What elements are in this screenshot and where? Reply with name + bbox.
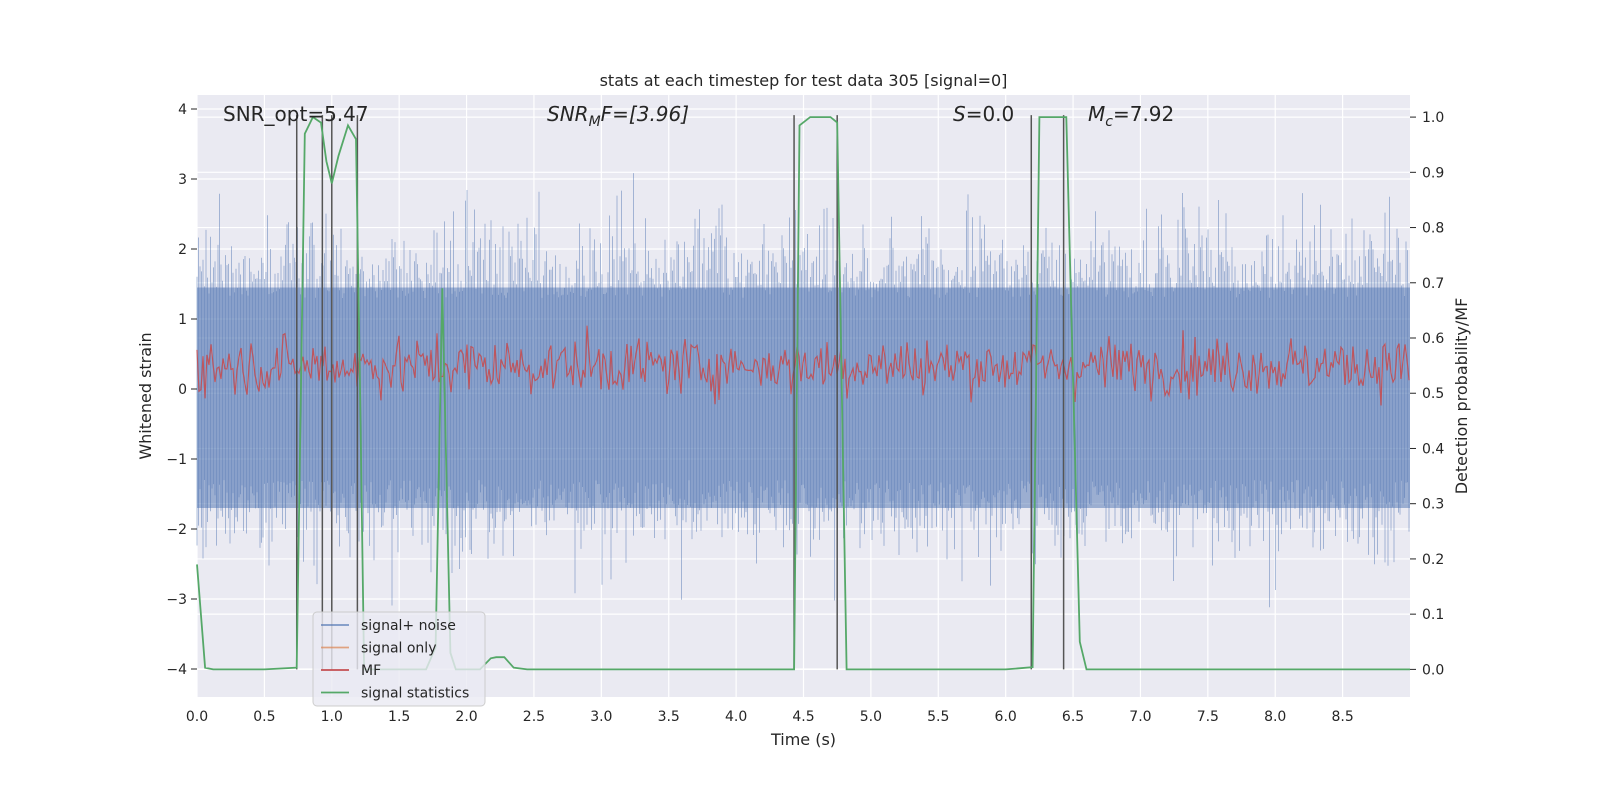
x-tick-label: 8.5: [1331, 709, 1353, 725]
y-right-tick-label: 0.1: [1422, 607, 1444, 623]
annotation-s-rest: =0.0: [966, 102, 1015, 126]
x-tick-label: 4.0: [725, 709, 747, 725]
x-tick-label: 8.0: [1264, 709, 1286, 725]
y-right-tick-label: 0.7: [1422, 276, 1444, 292]
x-tick-label: 1.5: [388, 709, 410, 725]
x-tick-label: 2.0: [455, 709, 477, 725]
axis-ticks: 0.0 0.5 1.0 1.5 2.0 2.5 3.0 3.5 4.0 4.5 5.0 5.5 6.0 6…: [166, 102, 1444, 725]
annotation-s: S=0.0: [953, 102, 1014, 126]
annotation-snr-mf-rest: F=[3.96]: [601, 102, 689, 126]
signal-statistics-path: [196, 115, 1410, 671]
y-right-tick-label: 0.2: [1422, 552, 1444, 568]
annotation-snr-mf-sub: M: [589, 114, 601, 130]
signal-statistics-series: [196, 115, 1410, 671]
y-right-tick-label: 0.5: [1422, 386, 1444, 402]
legend: signal+ noise signal only MF signal stat…: [312, 611, 486, 707]
y-tick-label: 2: [178, 242, 187, 258]
y-tick-label: 1: [178, 312, 187, 328]
y-tick-label: −4: [166, 662, 187, 678]
annotation-mc-rest: =7.92: [1113, 102, 1174, 126]
x-tick-label: 0.5: [253, 709, 275, 725]
x-tick-label: 0.0: [186, 709, 208, 725]
x-tick-label: 6.5: [1062, 709, 1084, 725]
y-axis-right-label: Detection probability/MF: [1452, 298, 1471, 495]
x-tick-label: 7.5: [1197, 709, 1219, 725]
y-tick-label: 0: [178, 382, 187, 398]
noise-core-band: [197, 287, 1410, 508]
annotation-snr-mf: SNRMF=[3.96]: [547, 102, 689, 130]
y-right-tick-label: 0.8: [1422, 221, 1444, 237]
chart-title: stats at each timestep for test data 305…: [600, 71, 1008, 90]
y-tick-label: −3: [166, 592, 187, 608]
y-tick-label: −1: [166, 452, 187, 468]
y-axis-label: Whitened strain: [136, 332, 155, 459]
y-right-tick-label: 0.9: [1422, 165, 1444, 181]
x-tick-label: 7.0: [1129, 709, 1151, 725]
y-right-tick-label: 0.6: [1422, 331, 1444, 347]
annotation-mc: Mc=7.92: [1088, 102, 1174, 130]
mf-series: [196, 325, 1410, 406]
vertical-markers: [295, 115, 1065, 670]
legend-box: [312, 611, 486, 707]
annotation-mc-var: M: [1088, 102, 1105, 126]
x-tick-label: 6.0: [995, 709, 1017, 725]
x-tick-label: 4.5: [792, 709, 814, 725]
y-tick-label: 4: [178, 102, 187, 118]
y-right-tick-label: 1.0: [1422, 110, 1444, 126]
x-tick-label: 1.0: [321, 709, 343, 725]
x-axis-label: Time (s): [770, 730, 836, 749]
annotation-snr-opt: SNR_opt=5.47: [223, 102, 369, 126]
signal-noise-series: [196, 173, 1410, 608]
annotation-s-var: S: [953, 102, 966, 126]
x-tick-label: 3.5: [658, 709, 680, 725]
y-tick-label: 3: [178, 172, 187, 188]
x-tick-label: 5.5: [927, 709, 949, 725]
y-tick-label: −2: [166, 522, 187, 538]
legend-label-signal-noise: signal+ noise: [361, 618, 456, 634]
x-tick-label: 3.0: [590, 709, 612, 725]
y-right-tick-label: 0.0: [1422, 662, 1444, 678]
legend-label-signal-only: signal only: [361, 641, 436, 657]
mf-series-path: [196, 325, 1410, 406]
x-tick-label: 2.5: [523, 709, 545, 725]
x-tick-label: 5.0: [860, 709, 882, 725]
annotation-snr-mf-var: SNR: [547, 102, 589, 126]
annotation-mc-sub: c: [1105, 114, 1113, 130]
y-right-tick-label: 0.4: [1422, 441, 1444, 457]
y-right-tick-label: 0.3: [1422, 497, 1444, 513]
legend-label-mf: MF: [361, 663, 381, 679]
legend-label-signal-statistics: signal statistics: [361, 686, 469, 702]
